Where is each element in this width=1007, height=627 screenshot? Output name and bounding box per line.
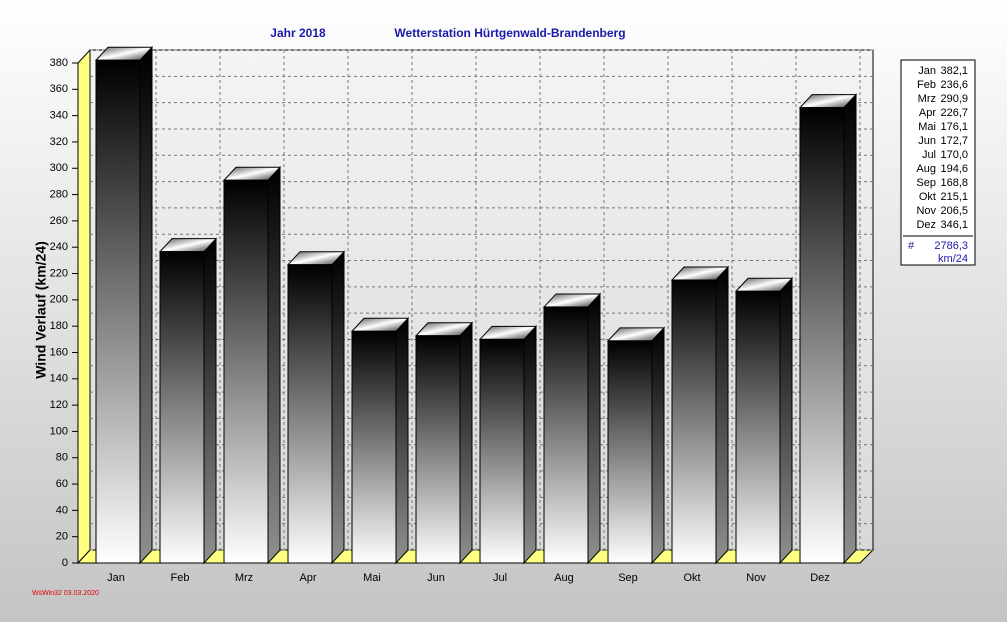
total-value: 2786,3 [934, 240, 968, 252]
legend-value: 172,7 [940, 135, 968, 147]
x-tick-label: Apr [299, 572, 316, 584]
bar-side [203, 237, 217, 565]
bar-side [715, 265, 729, 565]
legend-month: Jul [922, 149, 936, 161]
bar-side [779, 277, 793, 565]
legend-value: 346,1 [940, 219, 968, 231]
legend-month: Jun [918, 135, 936, 147]
y-tick-label: 160 [50, 346, 68, 358]
bar-side [651, 326, 665, 565]
y-tick-label: 20 [56, 531, 68, 543]
legend-value: 290,9 [940, 93, 968, 105]
x-tick-label: Mrz [235, 572, 253, 584]
bar [607, 340, 653, 564]
y-tick-label: 260 [50, 215, 68, 227]
total-unit: km/24 [938, 253, 968, 265]
bar [95, 59, 141, 564]
left-wall [77, 48, 91, 565]
y-tick-label: 40 [56, 504, 68, 516]
legend-month: Sep [916, 177, 936, 189]
y-tick-label: 100 [50, 425, 68, 437]
bar-side [523, 325, 537, 565]
x-tick-label: Jun [427, 572, 445, 584]
x-tick-label: Sep [618, 572, 638, 584]
legend-value: 170,0 [940, 149, 968, 161]
x-tick-label: Dez [810, 572, 830, 584]
bar-side [331, 250, 345, 565]
bar-side [843, 93, 857, 565]
legend-month: Apr [919, 107, 936, 119]
legend-month: Aug [916, 163, 936, 175]
bar-side [139, 45, 153, 565]
x-tick-label: Feb [171, 572, 190, 584]
bar [287, 264, 333, 564]
bar [543, 306, 589, 564]
y-tick-label: 240 [50, 241, 68, 253]
legend-value: 168,8 [940, 177, 968, 189]
y-tick-label: 340 [50, 110, 68, 122]
legend-month: Okt [919, 191, 936, 203]
bar-side [459, 321, 473, 565]
legend-value: 226,7 [940, 107, 968, 119]
footer: WsWin32 03.03.2020 [32, 590, 99, 597]
y-tick-label: 360 [50, 83, 68, 95]
legend-month: Mrz [918, 93, 936, 105]
chart-title: Jahr 2018 [270, 26, 326, 40]
legend-value: 206,5 [940, 205, 968, 217]
y-axis-label: Wind Verlauf (km/24) [33, 241, 49, 379]
x-tick-label: Mai [363, 572, 381, 584]
x-tick-label: Aug [554, 572, 574, 584]
total-symbol: # [908, 240, 915, 252]
bar [479, 338, 525, 564]
bar [735, 290, 781, 564]
legend-month: Feb [917, 79, 936, 91]
bar [159, 251, 205, 564]
bar [671, 279, 717, 564]
legend-value: 194,6 [940, 163, 968, 175]
legend-month: Mai [918, 121, 936, 133]
y-tick-label: 180 [50, 320, 68, 332]
y-tick-label: 140 [50, 373, 68, 385]
y-tick-label: 80 [56, 452, 68, 464]
x-tick-label: Jul [493, 572, 507, 584]
x-tick-label: Okt [683, 572, 700, 584]
y-tick-label: 60 [56, 478, 68, 490]
y-tick-label: 120 [50, 399, 68, 411]
bar-side [267, 165, 281, 565]
bar-side [395, 317, 409, 565]
legend-month: Jan [918, 65, 936, 77]
bar-side [587, 292, 601, 565]
bar [415, 335, 461, 564]
y-tick-label: 380 [50, 57, 68, 69]
chart-subtitle: Wetterstation Hürtgenwald-Brandenberg [394, 26, 625, 40]
y-tick-label: 220 [50, 267, 68, 279]
legend-value: 382,1 [940, 65, 968, 77]
legend-value: 215,1 [940, 191, 968, 203]
y-tick-label: 280 [50, 188, 68, 200]
legend-value: 236,6 [940, 79, 968, 91]
legend-box [900, 59, 976, 266]
x-tick-label: Nov [746, 572, 766, 584]
legend-value: 176,1 [940, 121, 968, 133]
y-tick-label: 200 [50, 294, 68, 306]
bar [799, 107, 845, 564]
x-tick-label: Jan [107, 572, 125, 584]
y-tick-label: 300 [50, 162, 68, 174]
bar [223, 179, 269, 564]
y-tick-label: 0 [62, 557, 68, 569]
legend-month: Nov [916, 205, 936, 217]
bar [351, 330, 397, 564]
y-tick-label: 320 [50, 136, 68, 148]
legend-month: Dez [916, 219, 936, 231]
